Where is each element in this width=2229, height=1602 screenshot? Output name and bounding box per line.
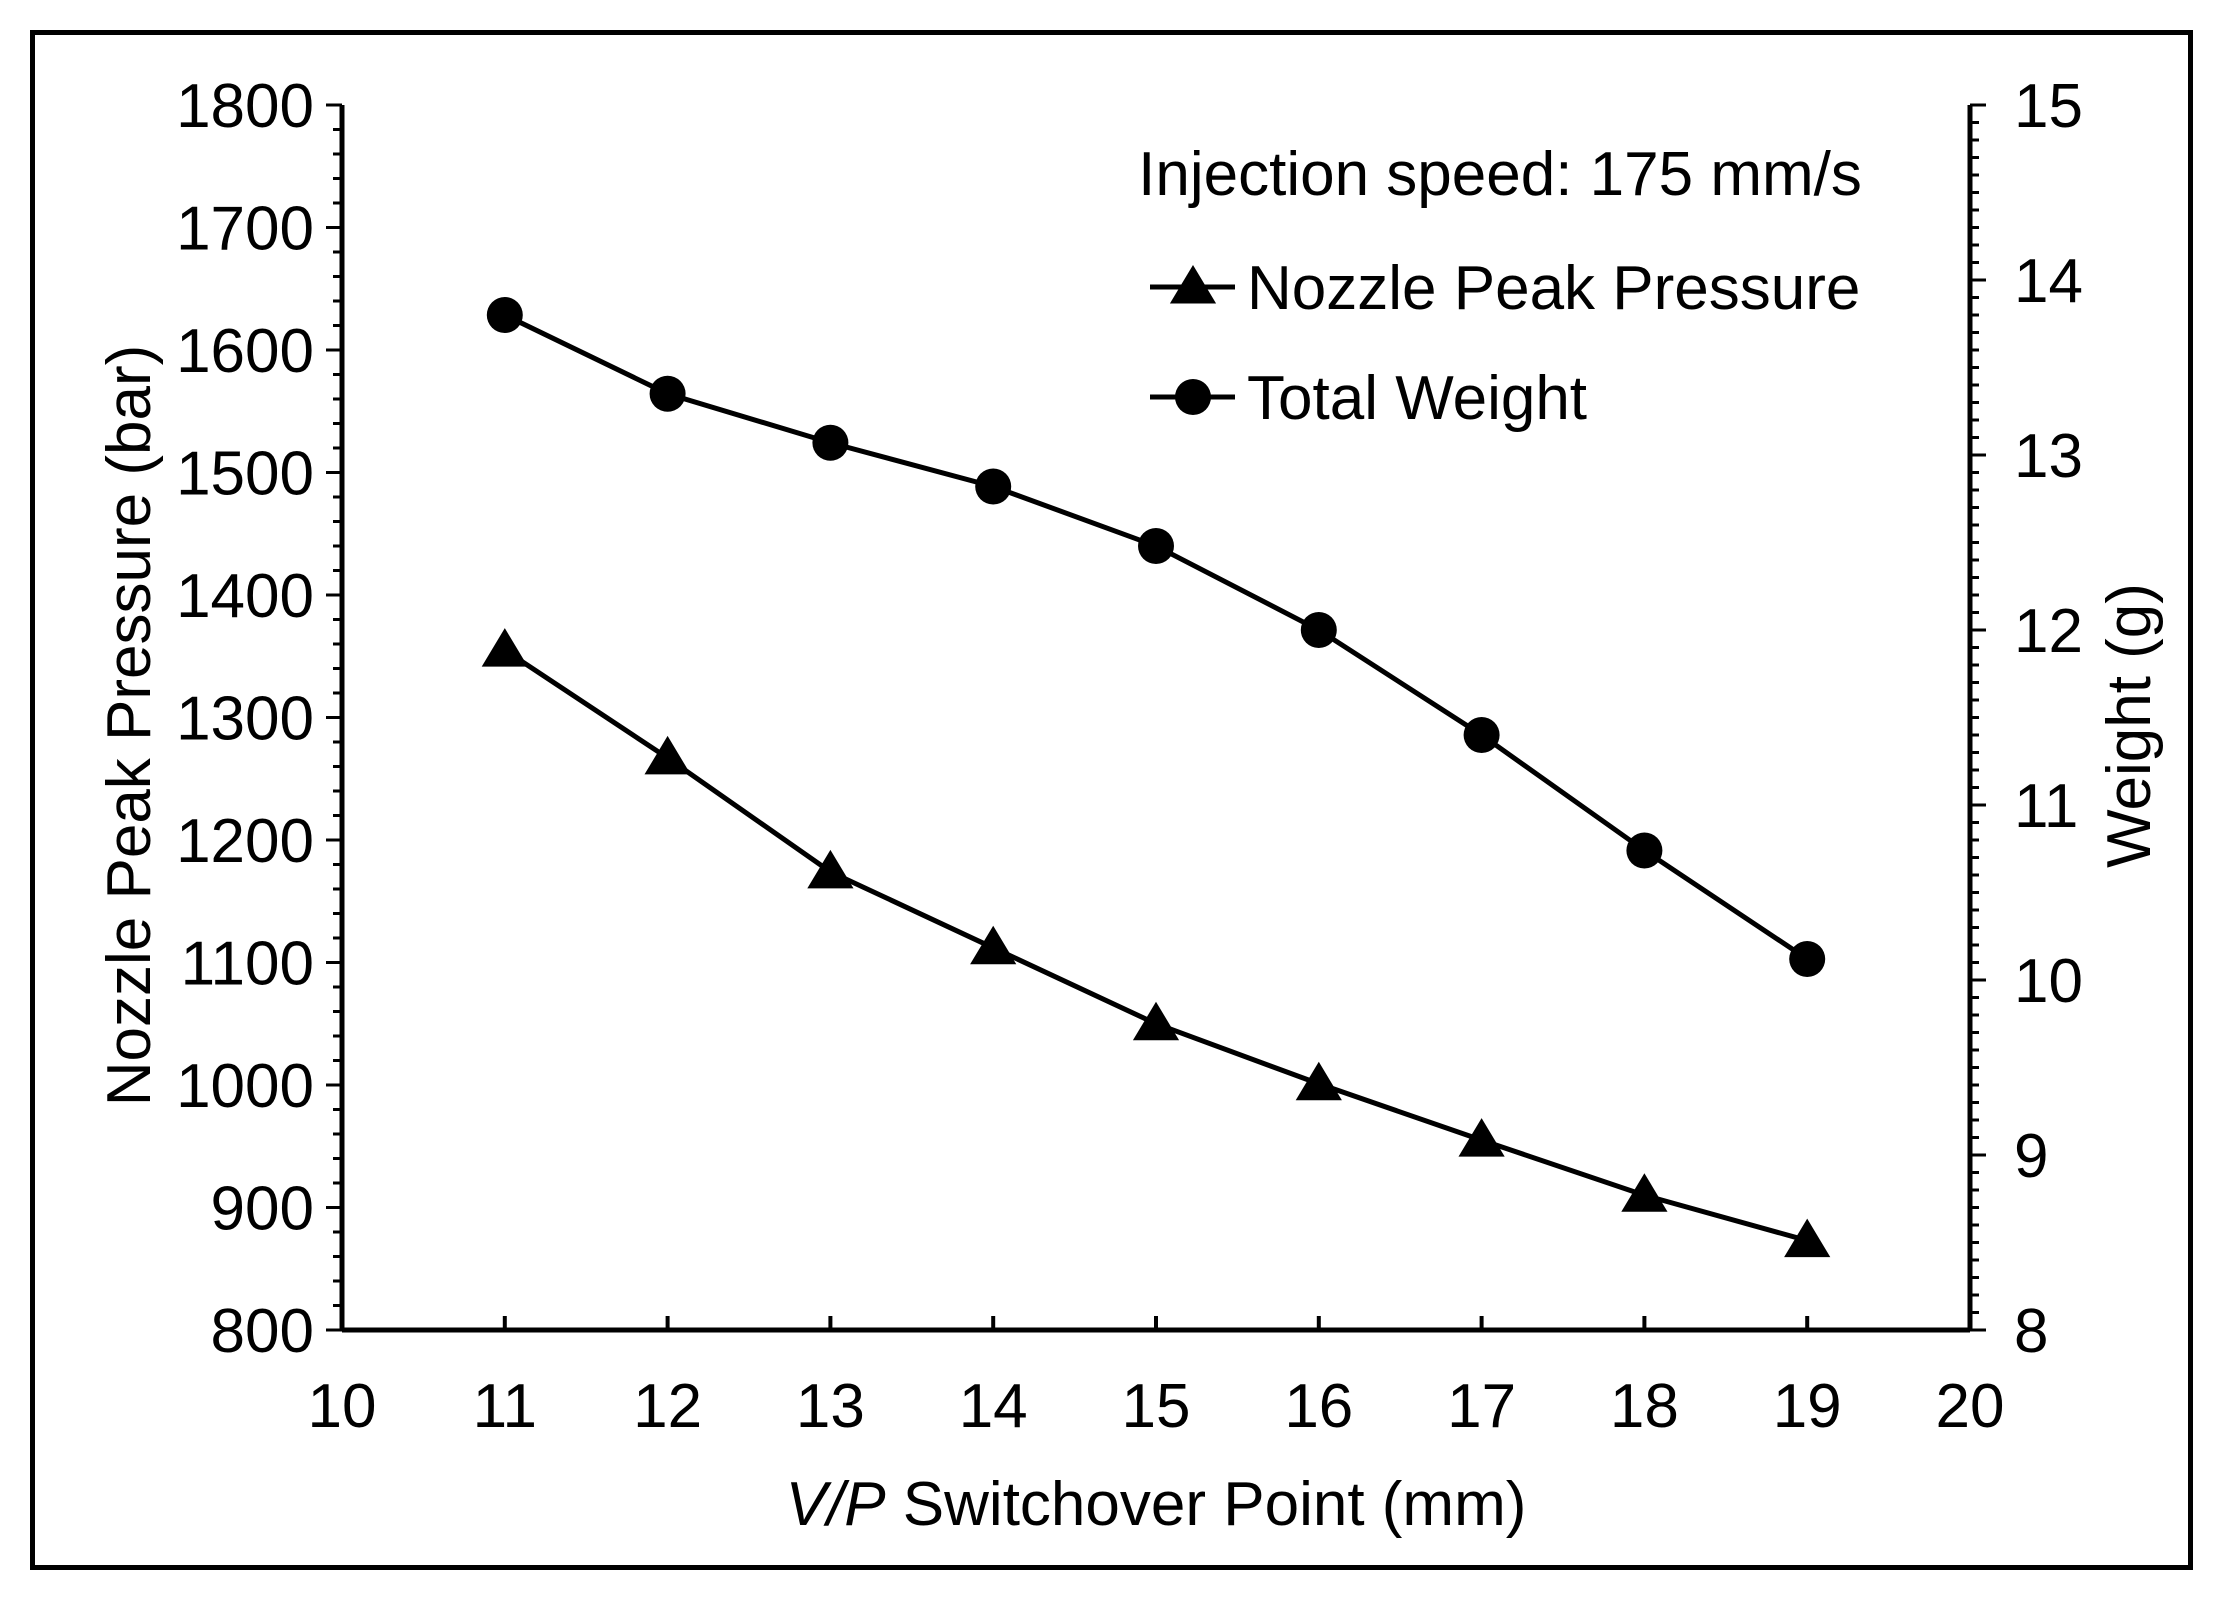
data-point-triangle — [1132, 1001, 1180, 1041]
x-tick-label: 19 — [1773, 1372, 1842, 1441]
y-tick-label: 800 — [211, 1297, 314, 1366]
data-point-circle — [1300, 612, 1337, 648]
y-tick-label: 1500 — [176, 440, 314, 509]
y2-tick-label: 8 — [2014, 1297, 2048, 1366]
ticks: 10 11 12 13 14 15 16 17 18 19 20 800 900 1000 1100 1200… — [176, 72, 2083, 1441]
data-point-triangle — [1621, 1173, 1668, 1212]
y-tick-label: 1800 — [176, 72, 314, 141]
data-point-circle — [975, 468, 1012, 505]
x-axis-label-rest: Switchover Point (mm) — [886, 1470, 1527, 1539]
y2-tick-label: 11 — [2014, 772, 2078, 841]
data-point-circle — [1626, 832, 1663, 869]
x-tick-label: 11 — [473, 1372, 537, 1441]
y2-tick-label: 13 — [2014, 422, 2083, 491]
y-tick-label: 1200 — [176, 807, 314, 876]
data-point-triangle — [1295, 1061, 1342, 1101]
x-axis-label-italic: V/P — [786, 1470, 886, 1539]
data-point-triangle — [644, 735, 691, 775]
y2-tick-label: 12 — [2014, 597, 2083, 666]
chart-annotation: Injection speed: 175 mm/s — [1138, 140, 1862, 209]
legend: Nozzle Peak Pressure Total Weight — [1150, 254, 1860, 433]
y-tick-label: 900 — [211, 1175, 314, 1244]
legend-marker-circle — [1175, 379, 1211, 415]
data-point-circle — [812, 424, 849, 461]
x-axis-label: V/P Switchover Point (mm) — [786, 1470, 1527, 1539]
data-point-circle — [486, 297, 523, 333]
x-tick-label: 20 — [1936, 1372, 2005, 1441]
x-tick-label: 12 — [633, 1372, 702, 1441]
y2-axis-label: Weight (g) — [2095, 583, 2164, 868]
y2-tick-label: 10 — [2014, 947, 2083, 1016]
legend-label-pressure: Nozzle Peak Pressure — [1247, 254, 1860, 323]
data-point-triangle — [481, 628, 528, 667]
legend-marker-triangle — [1169, 265, 1217, 304]
y2-tick-label: 9 — [2014, 1122, 2048, 1191]
x-tick-label: 17 — [1447, 1372, 1516, 1441]
y-tick-label: 1400 — [176, 562, 314, 631]
series-line-weight — [503, 312, 1809, 962]
y-axis-label: Nozzle Peak Pressure (bar) — [95, 345, 164, 1107]
y-tick-label: 1100 — [181, 930, 314, 999]
x-tick-label: 15 — [1122, 1372, 1191, 1441]
line-chart: 10 11 12 13 14 15 16 17 18 19 20 800 900 1000 1100 1200… — [95, 72, 2164, 1539]
data-point-circle — [1138, 528, 1174, 564]
y-tick-label: 1600 — [176, 317, 314, 386]
data-point-triangle — [807, 849, 854, 889]
x-tick-label: 10 — [308, 1372, 377, 1441]
x-tick-label: 13 — [796, 1372, 865, 1441]
x-tick-label: 14 — [959, 1372, 1028, 1441]
x-tick-label: 18 — [1610, 1372, 1679, 1441]
y-tick-label: 1300 — [176, 685, 314, 754]
x-tick-label: 16 — [1284, 1372, 1353, 1441]
legend-label-weight: Total Weight — [1247, 364, 1587, 433]
data-point-circle — [1463, 717, 1500, 753]
series-line-pressure — [503, 648, 1808, 1243]
y2-tick-label: 15 — [2014, 72, 2083, 141]
data-point-circle — [1789, 941, 1826, 977]
data-point-circle — [649, 375, 686, 412]
y-tick-label: 1000 — [176, 1052, 314, 1121]
data-point-triangle — [1784, 1218, 1831, 1258]
chart-frame: 10 11 12 13 14 15 16 17 18 19 20 800 900 1000 1100 1200… — [30, 30, 2193, 1570]
data-point-triangle — [1458, 1118, 1505, 1157]
series-layer — [481, 297, 1831, 1258]
y-tick-label: 1700 — [176, 195, 314, 264]
y2-tick-label: 14 — [2014, 247, 2083, 316]
data-point-triangle — [970, 925, 1017, 965]
